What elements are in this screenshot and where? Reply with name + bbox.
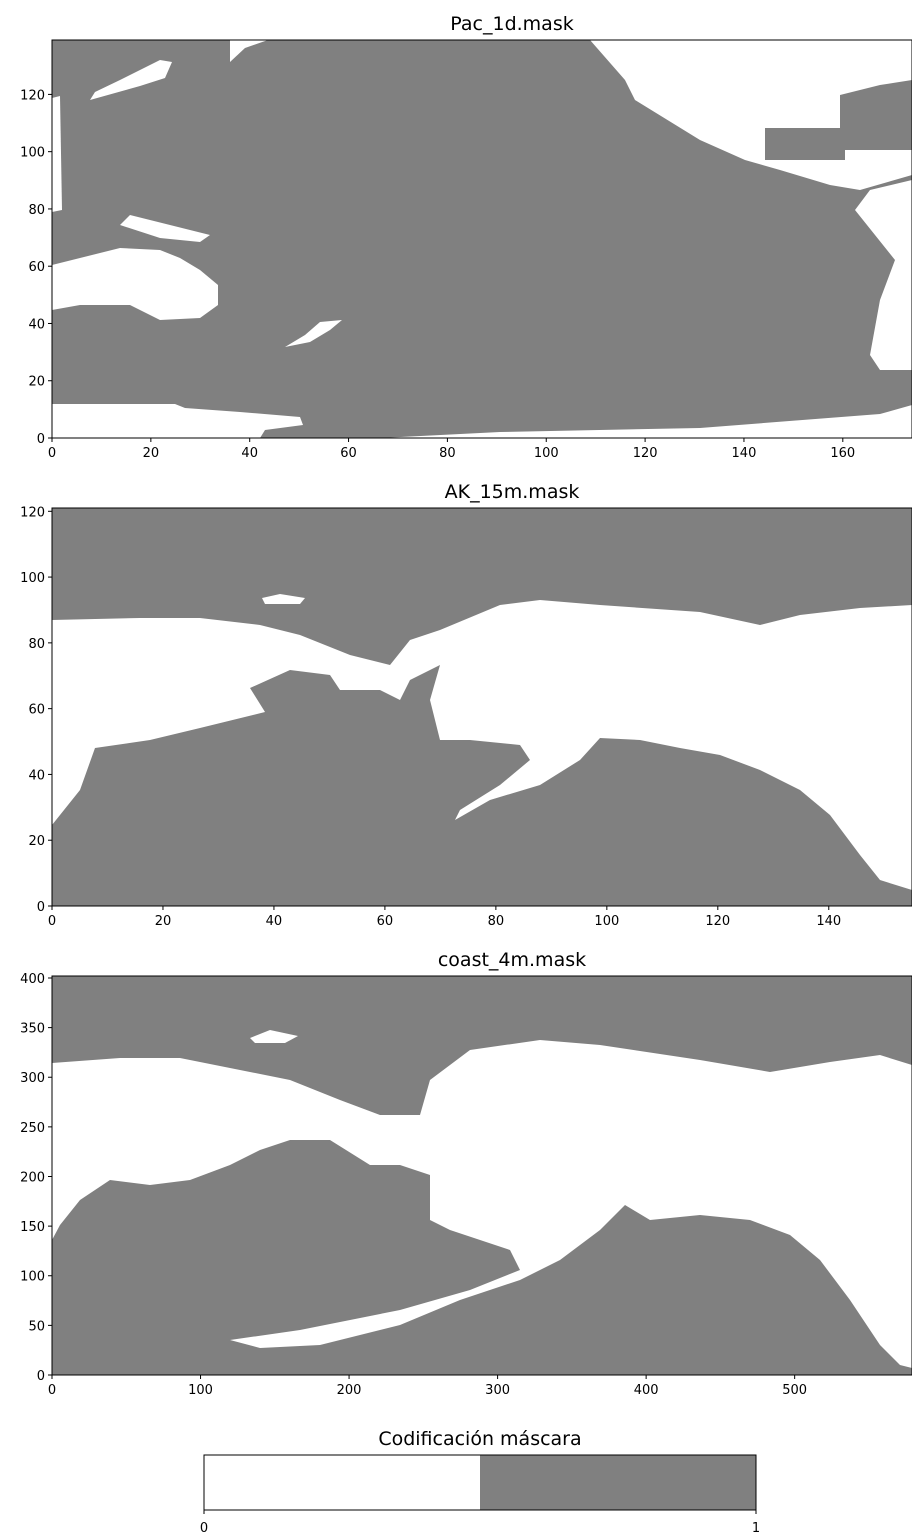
y-tick-label: 300: [20, 1071, 45, 1086]
y-tick-label: 60: [28, 703, 45, 718]
y-tick-label: 0: [37, 900, 45, 915]
x-tick-label: 60: [340, 446, 357, 461]
colorbar-segment: [204, 1455, 480, 1510]
y-tick-label: 80: [28, 203, 45, 218]
y-tick-label: 250: [20, 1121, 45, 1136]
panel-title: AK_15m.mask: [445, 481, 580, 503]
y-tick-label: 100: [20, 146, 45, 161]
x-tick-label: 20: [143, 446, 160, 461]
y-tick-label: 80: [28, 637, 45, 652]
x-tick-label: 40: [241, 446, 258, 461]
x-tick-label: 0: [48, 446, 56, 461]
y-tick-label: 150: [20, 1220, 45, 1235]
y-tick-label: 100: [20, 1270, 45, 1285]
figure: Pac_1d.mask02040608010012014016002040608…: [0, 0, 912, 1535]
x-tick-label: 80: [439, 446, 456, 461]
x-tick-label: 40: [266, 914, 283, 929]
colorbar-title: Codificación máscara: [378, 1428, 581, 1450]
sea: [765, 128, 845, 160]
x-tick-label: 140: [816, 914, 841, 929]
mask-image: [52, 40, 912, 438]
panel-title: coast_4m.mask: [438, 949, 586, 971]
x-tick-label: 80: [488, 914, 505, 929]
x-tick-label: 100: [594, 914, 619, 929]
x-tick-label: 140: [732, 446, 757, 461]
y-tick-label: 0: [37, 1369, 45, 1384]
x-tick-label: 300: [485, 1383, 510, 1398]
y-tick-label: 200: [20, 1170, 45, 1185]
y-tick-label: 120: [20, 505, 45, 520]
x-tick-label: 500: [782, 1383, 807, 1398]
x-tick-label: 200: [337, 1383, 362, 1398]
colorbar-tick-label: 1: [752, 1521, 760, 1535]
y-tick-label: 100: [20, 571, 45, 586]
x-tick-label: 0: [48, 1383, 56, 1398]
x-tick-label: 120: [705, 914, 730, 929]
x-tick-label: 0: [48, 914, 56, 929]
y-tick-label: 40: [28, 317, 45, 332]
panel-title: Pac_1d.mask: [450, 13, 573, 35]
x-tick-label: 120: [633, 446, 658, 461]
x-tick-label: 100: [534, 446, 559, 461]
colorbar-tick-label: 0: [200, 1521, 208, 1535]
mask-image: [52, 976, 912, 1375]
colorbar-segment: [480, 1455, 756, 1510]
x-tick-label: 160: [830, 446, 855, 461]
y-tick-label: 20: [28, 834, 45, 849]
y-tick-label: 0: [37, 432, 45, 447]
y-tick-label: 60: [28, 260, 45, 275]
y-tick-label: 20: [28, 375, 45, 390]
x-tick-label: 60: [377, 914, 394, 929]
mask-image: [52, 508, 912, 906]
x-tick-label: 400: [634, 1383, 659, 1398]
y-tick-label: 120: [20, 88, 45, 103]
x-tick-label: 20: [155, 914, 172, 929]
x-tick-label: 100: [188, 1383, 213, 1398]
y-tick-label: 350: [20, 1022, 45, 1037]
y-tick-label: 40: [28, 768, 45, 783]
y-tick-label: 400: [20, 972, 45, 987]
y-tick-label: 50: [28, 1319, 45, 1334]
